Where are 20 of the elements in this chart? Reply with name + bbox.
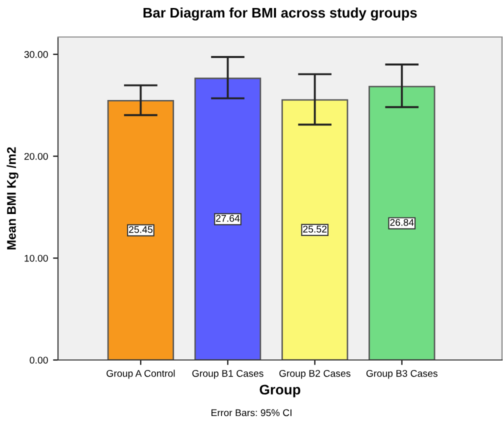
chart-title: Bar Diagram for BMI across study groups (144, 7, 417, 20)
text: Error Bars: 95% CI (212, 409, 292, 416)
data-label: 26.84 (390, 218, 414, 226)
x-tick-label: Group B1 Cases (192, 370, 264, 379)
y-tick-label: 0.00 (30, 356, 48, 364)
x-tick-label: Group B3 Cases (366, 370, 438, 379)
data-label: 25.45 (129, 226, 152, 233)
x-tick-label: Group B2 Cases (279, 370, 350, 379)
data-label: 27.64 (216, 214, 240, 222)
x-tick-label: Group A Control (106, 370, 175, 379)
bar (194, 78, 262, 360)
bar (281, 99, 348, 360)
bar (107, 100, 174, 360)
data-label: 25.52 (303, 226, 326, 233)
y-axis-title: Mean BMI Kg /m2 (6, 147, 18, 250)
y-tick-label: 20.00 (24, 152, 48, 160)
bar (368, 86, 436, 360)
y-tick-label: 10.00 (24, 254, 48, 262)
y-tick-label: 30.00 (24, 51, 48, 58)
x-axis-title: Group (260, 384, 300, 398)
